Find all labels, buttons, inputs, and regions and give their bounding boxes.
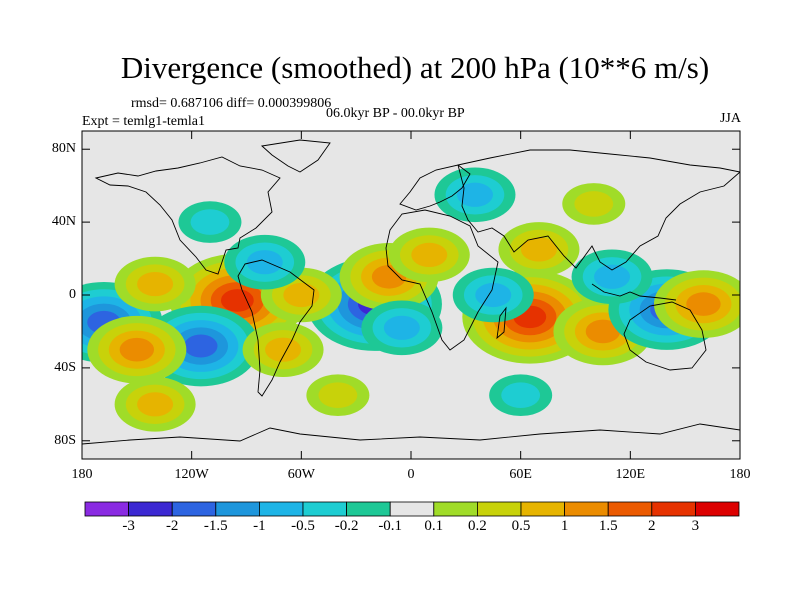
- contour-east-africa-convergence: [475, 282, 512, 308]
- contour-south-pacific-divergence: [119, 337, 155, 362]
- contour-south-pacific-convergence: [184, 334, 218, 358]
- contour-north-america-convergence: [190, 209, 230, 235]
- coastline-australia: [623, 301, 707, 371]
- coastline-south-america: [237, 259, 315, 397]
- contour-siberia-divergence: [574, 191, 614, 217]
- colorbar-swatch: [695, 501, 740, 517]
- contour-caribbean-convergence: [246, 250, 283, 275]
- colorbar-label: -3: [122, 518, 135, 534]
- colorbar-swatch: [433, 501, 478, 517]
- rmsd-diff-stats: rmsd= 0.687106 diff= 0.000399806: [131, 96, 332, 111]
- season-label: JJA: [719, 111, 741, 126]
- coastline-greenland: [260, 139, 331, 173]
- contour-amazon-divergence: [283, 282, 320, 308]
- lat-label: 80N: [51, 141, 76, 157]
- contour-southern-indian-convergence: [501, 382, 541, 409]
- coastline-africa: [385, 209, 499, 351]
- colorbar-label: -1: [253, 518, 266, 534]
- colorbar-swatch: [389, 501, 435, 517]
- contour-europe-convergence: [456, 182, 493, 207]
- time-period-label: 06.0kyr BP - 00.0kyr BP: [326, 106, 465, 121]
- colorbar-swatch: [651, 501, 696, 517]
- experiment-label: Expt = temlg1-temla1: [82, 114, 205, 129]
- colorbar-label: -0.1: [378, 518, 403, 534]
- contour-sahara-divergence: [411, 242, 448, 268]
- colorbar-label: 0.5: [511, 518, 531, 534]
- lon-label: 120W: [174, 467, 209, 482]
- divergence-field: [82, 131, 740, 459]
- colorbar-swatch: [564, 501, 609, 517]
- lat-label: 80S: [54, 432, 76, 448]
- contour-central-pacific-divergence: [137, 271, 174, 297]
- colorbar-label: 1.5: [598, 518, 618, 534]
- coastline-indonesia: [591, 283, 677, 301]
- colorbar-label: 1: [560, 518, 569, 534]
- coastlines: [82, 139, 740, 445]
- colorbar-label: 0.2: [468, 518, 487, 534]
- contour-west-pacific-divergence: [686, 292, 721, 316]
- lon-label: 180: [729, 467, 751, 482]
- colorbar-swatch: [128, 501, 173, 517]
- colorbar-swatch: [171, 501, 217, 517]
- lat-label: 40N: [51, 214, 76, 230]
- colorbar-swatch: [258, 501, 304, 517]
- lon-label: 180: [71, 467, 93, 482]
- coastline-antarctica: [82, 423, 740, 445]
- colorbar-swatch: [346, 501, 391, 517]
- lon-label: 60W: [287, 467, 315, 482]
- lon-label: 0: [407, 467, 415, 482]
- colorbar-label: -0.2: [334, 518, 359, 534]
- contour-south-asia-divergence: [520, 237, 557, 262]
- lon-label: 120E: [615, 467, 646, 482]
- axis-ticks: [81, 131, 741, 459]
- contour-east-pacific-divergence: [220, 289, 254, 312]
- coastline-madagascar: [496, 306, 507, 340]
- colorbar-label: -1.5: [203, 518, 228, 534]
- colorbar-swatch: [520, 501, 565, 517]
- contour-south-china-sea-convergence: [594, 264, 631, 289]
- coastline-north-america: [94, 156, 281, 275]
- colorbar-label: 3: [691, 518, 700, 534]
- contour-southeast-indian-divergence: [585, 319, 621, 344]
- plot-title: Divergence (smoothed) at 200 hPa (10**6 …: [120, 50, 710, 85]
- colorbar-label: -0.5: [291, 518, 315, 534]
- colorbar-label: -2: [165, 518, 179, 534]
- contour-south-atlantic-convergence: [383, 315, 420, 340]
- colorbar-swatch: [215, 501, 260, 517]
- colorbar-swatch: [302, 501, 347, 517]
- contour-south-atlantic-divergence: [318, 382, 358, 409]
- lon-label: 60E: [509, 467, 532, 482]
- colorbar: [84, 501, 740, 517]
- colorbar-label: 2: [648, 518, 656, 534]
- contour-chile-divergence: [265, 337, 302, 362]
- colorbar-swatch: [607, 501, 653, 517]
- contour-southern-ocean-divergence: [137, 392, 174, 417]
- lat-label: 0: [69, 287, 76, 302]
- colorbar-label: 0.1: [424, 518, 444, 534]
- lat-label: 40S: [54, 359, 76, 375]
- colorbar-swatch: [84, 501, 129, 517]
- colorbar-swatch: [476, 501, 522, 517]
- coastline-asia: [457, 149, 740, 271]
- coastline-europe: [399, 164, 471, 211]
